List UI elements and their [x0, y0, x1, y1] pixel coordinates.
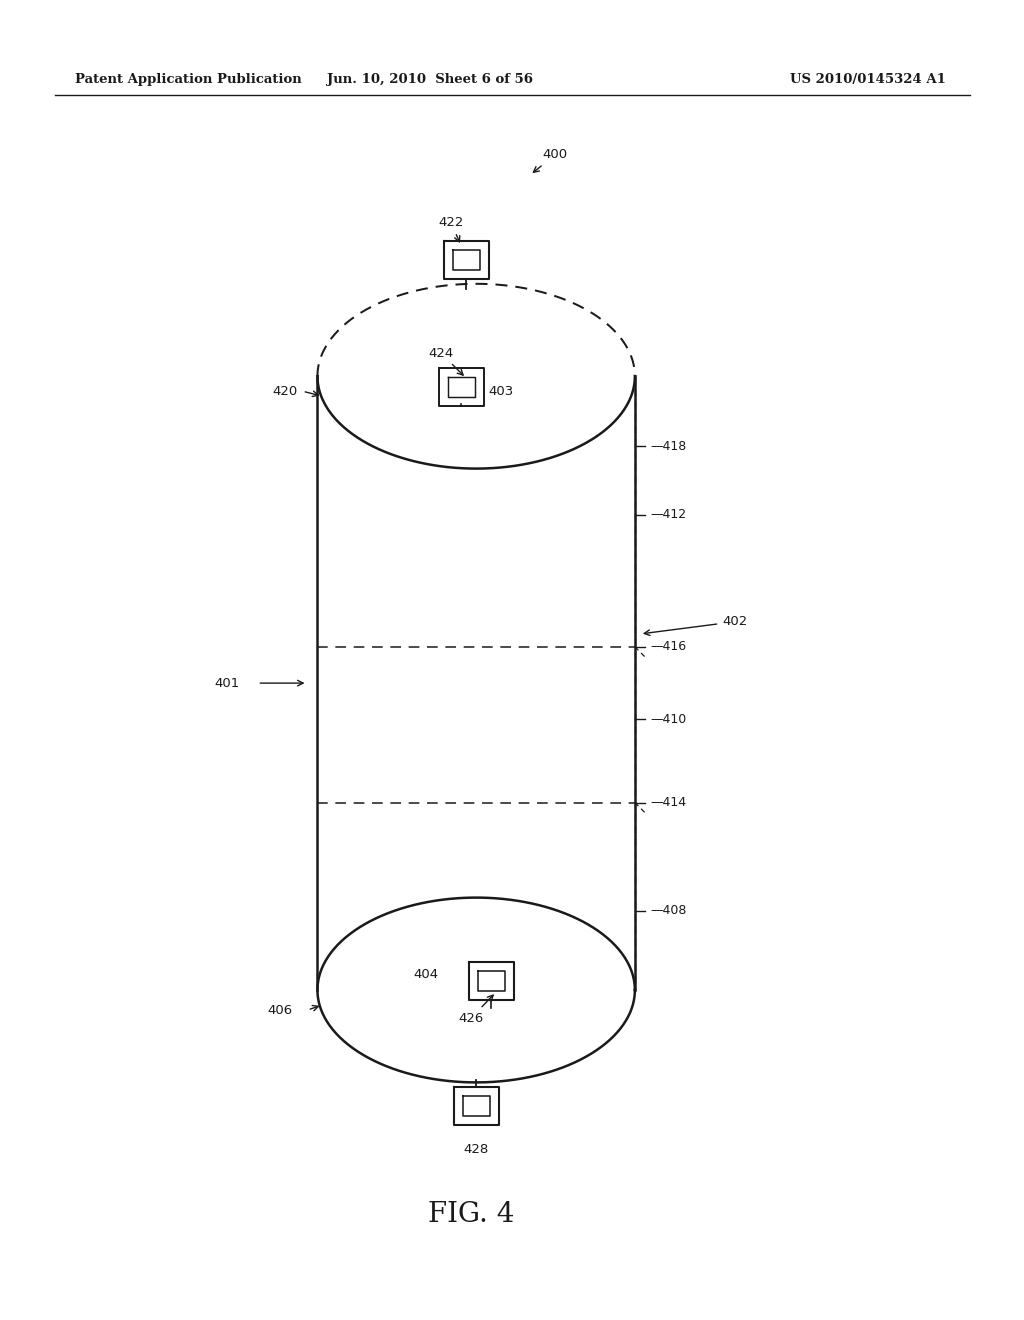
Text: —414: —414: [651, 796, 687, 809]
Text: —412: —412: [651, 508, 687, 521]
Text: Jun. 10, 2010  Sheet 6 of 56: Jun. 10, 2010 Sheet 6 of 56: [327, 74, 534, 87]
Text: 403: 403: [488, 384, 514, 397]
Text: US 2010/0145324 A1: US 2010/0145324 A1: [790, 74, 946, 87]
Text: 404: 404: [414, 969, 438, 982]
Text: —416: —416: [651, 640, 687, 653]
Text: —408: —408: [651, 904, 687, 917]
Text: 400: 400: [534, 149, 567, 173]
Text: 420: 420: [272, 384, 297, 397]
Text: —410: —410: [651, 713, 687, 726]
Text: 426: 426: [459, 995, 494, 1024]
Text: FIG. 4: FIG. 4: [428, 1201, 514, 1228]
Text: 401: 401: [215, 677, 240, 689]
Text: 424: 424: [428, 347, 463, 375]
Text: 402: 402: [644, 615, 748, 635]
Text: 406: 406: [267, 1003, 293, 1016]
Text: —418: —418: [651, 440, 687, 453]
Text: Patent Application Publication: Patent Application Publication: [75, 74, 302, 87]
Text: 422: 422: [438, 216, 464, 242]
Text: 428: 428: [464, 1143, 488, 1156]
